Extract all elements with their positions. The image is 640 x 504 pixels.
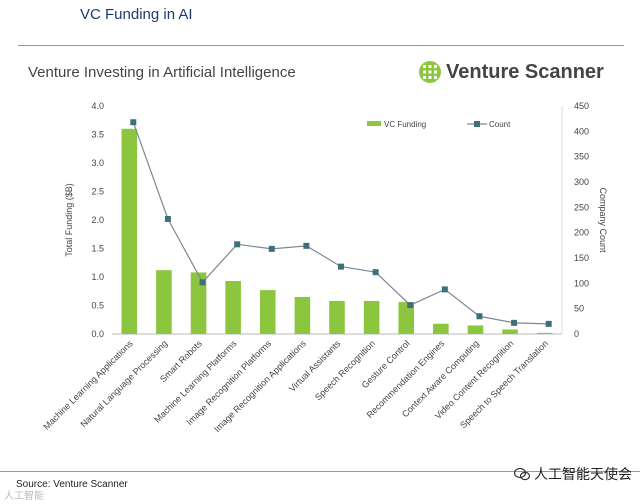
y2-tick-label: 150 [574,253,589,263]
chart-area: 0.0 0.5 1.0 1.5 2.0 2.5 3.0 3.5 4.0 0 50 100 150 200 2… [41,101,608,434]
count-point [130,119,137,126]
legend-swatch-bar [367,121,381,126]
y2-tick-label: 250 [574,202,589,212]
brand-logo: Venture Scanner [418,60,604,84]
y2-tick-label: 450 [574,101,589,111]
y2-tick-label: 300 [574,177,589,187]
chart-title: Venture Investing in Artificial Intellig… [28,64,296,81]
watermark-text: 人工智能天使会 [534,466,632,482]
y2-tick-label: 0 [574,329,579,339]
y2-tick-label: 200 [574,228,589,238]
bar [467,325,484,334]
y2-tick-label: 350 [574,152,589,162]
y-tick-label: 4.0 [91,101,104,111]
count-point [407,302,414,309]
count-point [199,279,206,286]
count-point [372,269,379,276]
legend-marker-line [474,121,480,127]
bar [329,300,345,334]
y2-tick-label: 50 [574,304,584,314]
y-tick-label: 2.5 [91,187,104,197]
y-tick-label: 3.5 [91,130,104,140]
count-point [268,245,275,252]
watermark-left: 人工智能 [4,491,44,502]
count-point [476,313,483,320]
y-tick-label: 1.5 [91,244,104,254]
count-point [545,320,552,327]
bar [225,280,241,334]
y2-axis-title: Company Count [598,187,608,253]
wechat-icon [514,467,530,481]
y-tick-label: 3.0 [91,158,104,168]
bar [502,329,518,334]
count-point [234,241,241,248]
y-tick-label: 2.0 [91,215,104,225]
bar [294,296,311,334]
count-point [164,215,171,222]
category-label: Speech Recognition [313,338,377,402]
legend-label-bar: VC Funding [384,120,426,129]
bar [190,272,207,334]
count-point [338,263,344,270]
page-title: VC Funding in AI [80,6,193,23]
bar [259,290,276,334]
bottom-divider [0,471,640,472]
bar [536,332,553,334]
bar [121,128,138,334]
y2-tick-label: 400 [574,126,589,136]
bar [433,323,449,334]
bar [363,300,380,334]
venture-scanner-logo-icon [419,61,441,83]
y-tick-label: 0.5 [91,301,104,311]
top-divider [18,45,624,46]
bar [398,302,415,334]
count-point [441,286,448,293]
bar [156,270,172,334]
source-note: Source: Venture Scanner [16,479,128,490]
y2-tick-label: 100 [574,278,589,288]
count-point [511,319,518,326]
y-tick-label: 1.0 [91,272,104,282]
legend-label-line: Count [489,120,511,129]
y-tick-label: 0.0 [91,329,104,339]
count-point [303,242,310,249]
watermark: 人工智能天使会 [514,464,632,484]
y-axis-title: Total Funding ($B) [64,183,74,257]
brand-name: Venture Scanner [446,60,604,83]
